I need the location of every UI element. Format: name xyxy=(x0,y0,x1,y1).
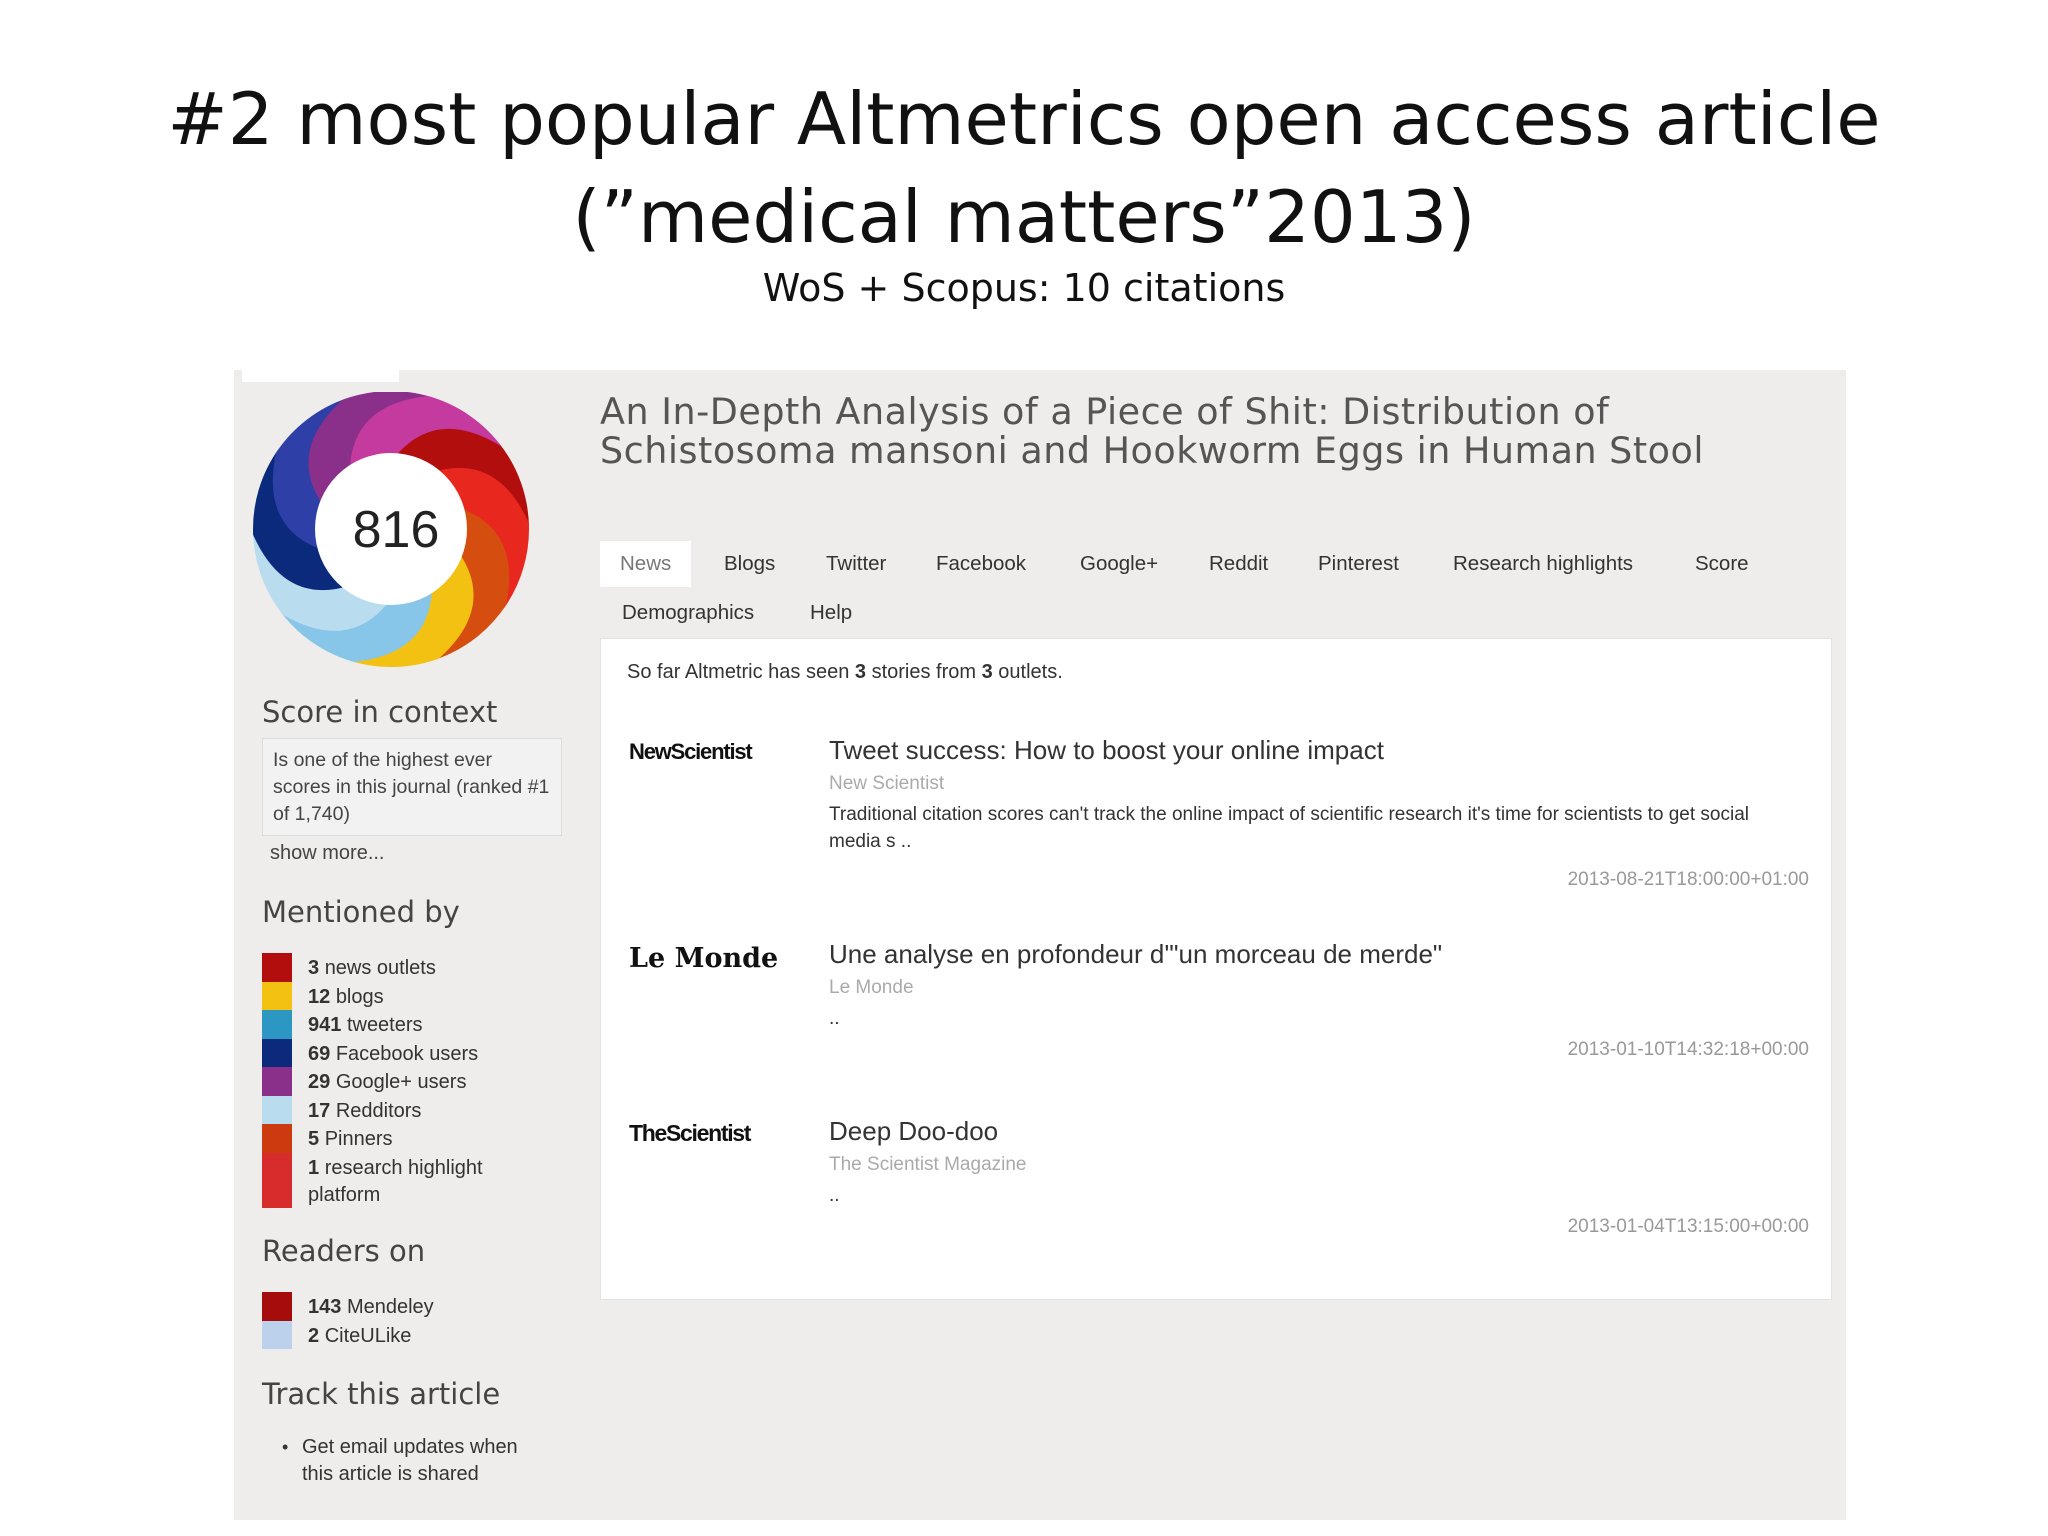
tab-demographics[interactable]: Demographics xyxy=(622,601,755,624)
mendeley-swatch xyxy=(262,1292,292,1321)
research-highlight-swatch xyxy=(262,1152,292,1208)
reader-item-mendeley[interactable]: 143 Mendeley xyxy=(262,1292,562,1321)
mention-item-tweeters[interactable]: 941 tweeters xyxy=(262,1010,562,1039)
story-source: Le Monde xyxy=(829,977,914,998)
reader-item-citeulike[interactable]: 2 CiteULike xyxy=(262,1320,562,1349)
mention-item-redditors[interactable]: 17 Redditors xyxy=(262,1095,562,1124)
mention-item-googleplus[interactable]: 29 Google+ users xyxy=(262,1067,562,1096)
bullet-icon: • xyxy=(282,1437,289,1457)
story-snippet: .. xyxy=(829,1008,840,1029)
altmetric-screenshot: 816 Score in context Is one of the highe… xyxy=(234,370,1846,1520)
donut-center xyxy=(315,453,467,605)
altmetric-donut-graphic xyxy=(253,391,529,667)
facebook-swatch xyxy=(262,1038,292,1067)
mention-item-news[interactable]: 3 news outlets xyxy=(262,953,562,982)
score-context-box: Is one of the highest ever scores in thi… xyxy=(262,738,562,836)
donut-segment xyxy=(391,427,529,528)
email-updates-link[interactable]: Get email updates when this article is s… xyxy=(302,1436,518,1485)
altmetric-donut: 816 xyxy=(246,391,536,667)
story-date: 2013-01-04T13:15:00+00:00 xyxy=(1567,1216,1809,1237)
slide-title-line-2: (”medical matters”2013) xyxy=(572,175,1476,259)
story-date: 2013-01-10T14:32:18+00:00 xyxy=(1567,1039,1809,1060)
tab-facebook[interactable]: Facebook xyxy=(936,552,1027,575)
story-source: The Scientist Magazine xyxy=(829,1154,1027,1175)
mention-item-facebook[interactable]: 69 Facebook users xyxy=(262,1038,562,1067)
tab-googleplus[interactable]: Google+ xyxy=(1080,552,1159,575)
mention-item-blogs[interactable]: 12 blogs xyxy=(262,981,562,1010)
news-intro: So far Altmetric has seen 3 stories from… xyxy=(627,661,1063,683)
tweeters-swatch xyxy=(262,1010,292,1039)
mention-item-research-highlight[interactable]: 1 research highlight platform xyxy=(262,1152,562,1208)
story-source: New Scientist xyxy=(829,773,945,794)
blogs-swatch xyxy=(262,981,292,1010)
tab-help[interactable]: Help xyxy=(810,601,853,624)
tab-reddit[interactable]: Reddit xyxy=(1209,552,1269,575)
tab-news[interactable]: News xyxy=(600,541,692,587)
track-article-heading: Track this article xyxy=(262,1377,501,1411)
slide-title-line-1: #2 most popular Altmetrics open access a… xyxy=(167,77,1881,161)
tab-pinterest[interactable]: Pinterest xyxy=(1318,552,1399,575)
citeulike-swatch xyxy=(262,1320,292,1349)
tab-research-highlights[interactable]: Research highlights xyxy=(1453,552,1634,575)
news-panel: So far Altmetric has seen 3 stories from… xyxy=(600,638,1832,1300)
redditors-swatch xyxy=(262,1095,292,1124)
story-snippet: Traditional citation scores can't track … xyxy=(829,804,1749,852)
story-headline[interactable]: Tweet success: How to boost your online … xyxy=(829,735,1384,765)
googleplus-swatch xyxy=(262,1067,292,1096)
new-scientist-logo: NewScientist xyxy=(629,739,753,764)
news-story: NewScientist Tweet success: How to boost… xyxy=(601,735,1833,905)
news-story: Le Monde Une analyse en profondeur d'"un… xyxy=(601,939,1833,1109)
story-date: 2013-08-21T18:00:00+01:00 xyxy=(1567,869,1809,890)
le-monde-logo: Le Monde xyxy=(629,943,779,974)
readers-on-list: 143 Mendeley 2 CiteULike xyxy=(262,1292,562,1349)
slide-title: #2 most popular Altmetrics open access a… xyxy=(0,70,2048,266)
article-title: An In-Depth Analysis of a Piece of Shit:… xyxy=(600,390,1704,472)
story-headline[interactable]: Deep Doo-doo xyxy=(829,1116,999,1146)
news-swatch xyxy=(262,953,292,982)
mention-item-pinners[interactable]: 5 Pinners xyxy=(262,1124,562,1153)
altmetric-score: 816 xyxy=(352,501,440,559)
slide-subtitle: WoS + Scopus: 10 citations xyxy=(762,266,1286,310)
tab-blogs[interactable]: Blogs xyxy=(724,552,776,575)
pinners-swatch xyxy=(262,1124,292,1153)
the-scientist-logo: TheScientist xyxy=(629,1120,751,1146)
readers-on-heading: Readers on xyxy=(262,1234,426,1268)
mentioned-by-heading: Mentioned by xyxy=(262,895,460,929)
tab-score[interactable]: Score xyxy=(1695,552,1749,575)
news-story: TheScientist Deep Doo-doo The Scientist … xyxy=(601,1116,1833,1286)
story-snippet: .. xyxy=(829,1185,840,1206)
mentioned-by-list: 3 news outlets 12 blogs 941 tweeters 69 … xyxy=(262,953,562,1208)
tab-twitter[interactable]: Twitter xyxy=(826,552,887,575)
score-in-context-heading: Score in context xyxy=(262,695,498,729)
show-more-link[interactable]: show more... xyxy=(270,842,385,864)
story-headline[interactable]: Une analyse en profondeur d'"un morceau … xyxy=(829,939,1443,969)
donut-segment xyxy=(253,530,391,631)
